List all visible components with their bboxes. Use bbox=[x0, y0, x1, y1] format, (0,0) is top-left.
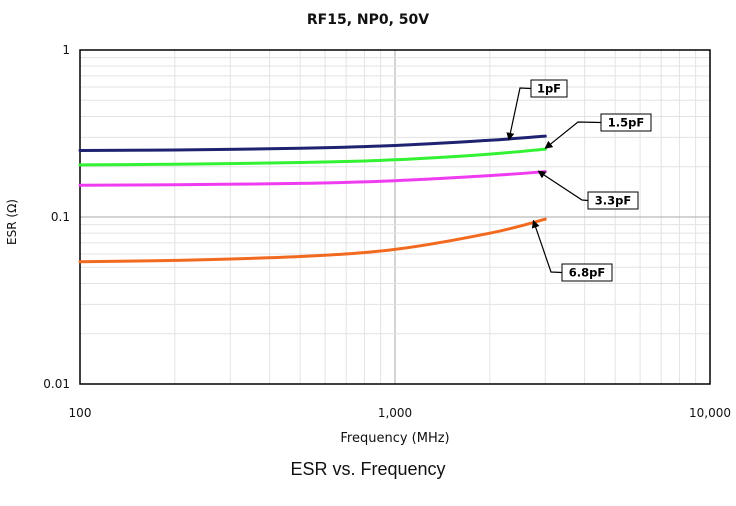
callout-label: 1.5pF bbox=[608, 116, 644, 130]
series-line-1_5pF bbox=[78, 147, 547, 167]
plot-frame bbox=[79, 49, 711, 385]
callout-3_3pF: 3.3pF bbox=[537, 170, 639, 210]
callout-box bbox=[587, 191, 639, 210]
callout-box bbox=[530, 79, 568, 98]
series-lines bbox=[78, 134, 547, 264]
grid bbox=[80, 50, 710, 384]
callout-1pF: 1pF bbox=[506, 79, 568, 141]
x-tick-label: 10,000 bbox=[689, 406, 731, 420]
callout-6_8pF: 6.8pF bbox=[531, 219, 613, 282]
y-axis-label: ESR (Ω) bbox=[5, 199, 19, 245]
y-tick-label: 0.1 bbox=[51, 210, 70, 224]
tick-labels: 100 1,000 10,000 0.01 0.1 1 bbox=[43, 43, 731, 420]
callout-1_5pF: 1.5pF bbox=[544, 113, 652, 149]
x-tick-label: 100 bbox=[69, 406, 92, 420]
x-axis-label: Frequency (MHz) bbox=[340, 431, 450, 446]
x-tick-label: 1,000 bbox=[378, 406, 412, 420]
y-tick-label: 1 bbox=[62, 43, 70, 57]
callout-leader bbox=[506, 87, 532, 141]
callout-label: 1pF bbox=[537, 82, 561, 96]
series-line-3_3pF bbox=[78, 170, 547, 187]
callout-leader bbox=[531, 219, 563, 274]
chart-title: RF15, NP0, 50V bbox=[306, 12, 430, 28]
callout-box bbox=[561, 263, 613, 282]
callout-label: 6.8pF bbox=[569, 266, 605, 280]
figure-caption: ESR vs. Frequency bbox=[290, 459, 446, 479]
callout-leader bbox=[537, 170, 589, 202]
callout-leader bbox=[544, 121, 602, 149]
y-tick-label: 0.01 bbox=[43, 377, 70, 391]
series-line-1pF bbox=[78, 134, 547, 152]
callout-box bbox=[600, 113, 652, 132]
series-line-6_8pF bbox=[78, 217, 547, 264]
series-callouts: 1pF 1.5pF 3.3pF 6.8pF bbox=[506, 79, 652, 282]
callout-label: 3.3pF bbox=[595, 194, 631, 208]
